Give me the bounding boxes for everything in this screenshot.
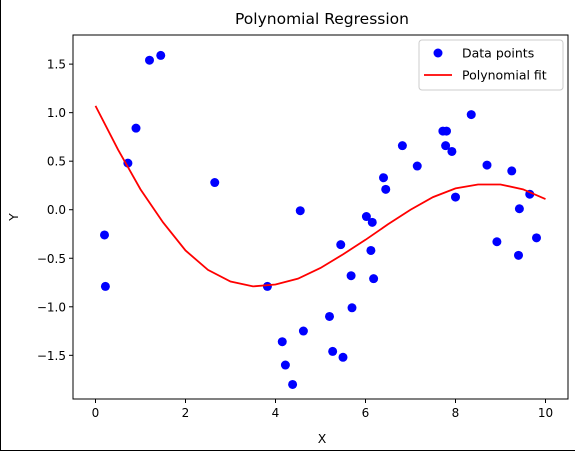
legend-marker-data-points xyxy=(433,48,443,58)
legend: Data points Polynomial fit xyxy=(418,39,564,91)
x-tick-label: 8 xyxy=(452,406,460,420)
data-point xyxy=(532,233,541,243)
x-tick-label: 6 xyxy=(362,406,370,420)
data-point xyxy=(280,360,290,370)
y-tick-label: 1.0 xyxy=(47,106,66,120)
legend-box xyxy=(418,39,564,91)
legend-label: Polynomial fit xyxy=(462,68,547,83)
data-point xyxy=(262,281,272,291)
data-point xyxy=(451,192,460,202)
data-point xyxy=(328,346,338,356)
data-point xyxy=(325,311,334,321)
data-point xyxy=(100,281,110,291)
data-point xyxy=(123,158,133,168)
data-point xyxy=(482,160,492,170)
data-point xyxy=(131,123,141,133)
y-tick-label: 0.0 xyxy=(47,203,66,217)
x-tick-label: 10 xyxy=(538,406,553,420)
data-point xyxy=(295,206,305,216)
data-point xyxy=(277,337,287,347)
y-axis-label: Y xyxy=(6,213,21,222)
data-point xyxy=(447,146,457,156)
data-point xyxy=(347,303,357,313)
data-point xyxy=(336,240,346,250)
y-tick-label: −1.0 xyxy=(37,300,66,314)
chart-title: Polynomial Regression xyxy=(235,10,409,28)
data-point xyxy=(466,110,476,120)
x-axis-label: X xyxy=(318,431,327,446)
y-tick-label: 1.5 xyxy=(47,58,66,72)
data-point xyxy=(381,184,391,194)
data-point xyxy=(346,271,356,281)
data-point xyxy=(507,166,517,176)
data-point xyxy=(288,379,298,389)
data-point xyxy=(514,250,523,260)
data-point xyxy=(367,217,377,227)
axes-frame xyxy=(72,34,569,400)
data-point xyxy=(442,126,451,136)
data-point xyxy=(441,141,451,151)
data-point xyxy=(514,204,524,214)
y-tick-label: −1.5 xyxy=(37,349,66,363)
data-point xyxy=(369,274,379,284)
data-point xyxy=(298,326,308,336)
data-point xyxy=(210,178,220,188)
data-point xyxy=(145,55,154,65)
data-point xyxy=(338,352,348,362)
x-tick-label: 4 xyxy=(272,406,280,420)
data-point xyxy=(361,212,371,222)
data-point xyxy=(156,50,166,60)
data-layer xyxy=(94,50,546,389)
y-tick-label: −0.5 xyxy=(37,252,66,266)
data-point xyxy=(379,173,388,183)
y-tick-label: 0.5 xyxy=(47,155,66,169)
legend-label: Data points xyxy=(462,46,534,61)
data-point xyxy=(100,230,109,240)
x-tick-label: 0 xyxy=(92,406,100,420)
plot-area: 0 2 4 6 8 10 −1.5 −1.0 −0.5 0.0 0.5 1.0 1.5 xyxy=(37,34,569,420)
data-point xyxy=(492,237,502,247)
x-tick-label: 2 xyxy=(182,406,190,420)
data-point xyxy=(412,161,422,171)
fit-line xyxy=(94,105,546,288)
data-point xyxy=(366,245,376,255)
data-point xyxy=(397,141,407,151)
